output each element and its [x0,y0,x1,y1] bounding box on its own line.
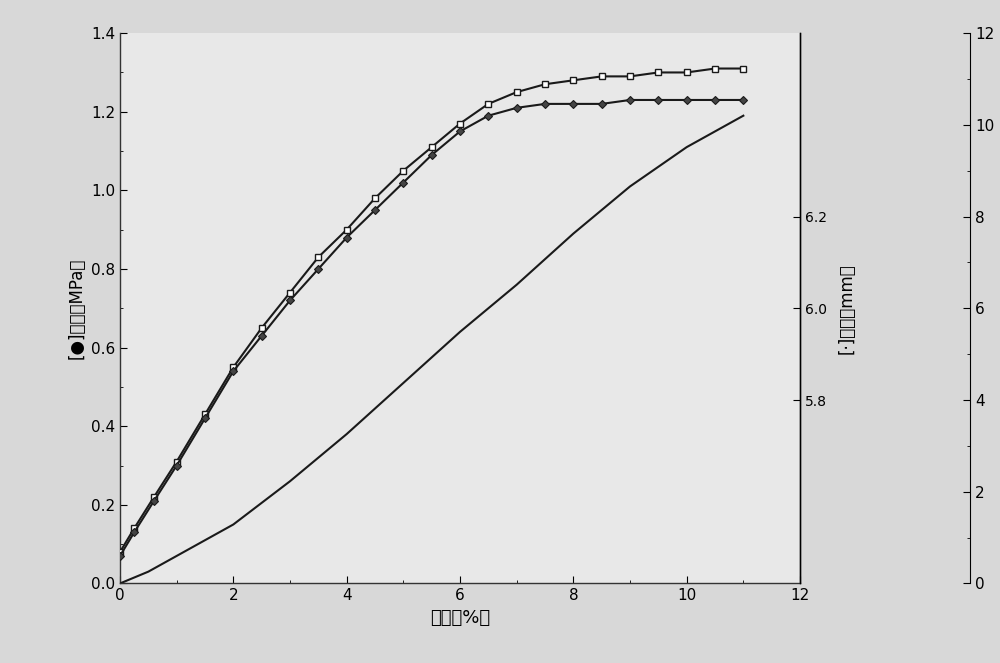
Y-axis label: [·]长度（mm）: [·]长度（mm） [838,263,856,353]
X-axis label: 应变（%）: 应变（%） [430,609,490,627]
Y-axis label: [●]应力（MPa）: [●]应力（MPa） [67,258,85,359]
